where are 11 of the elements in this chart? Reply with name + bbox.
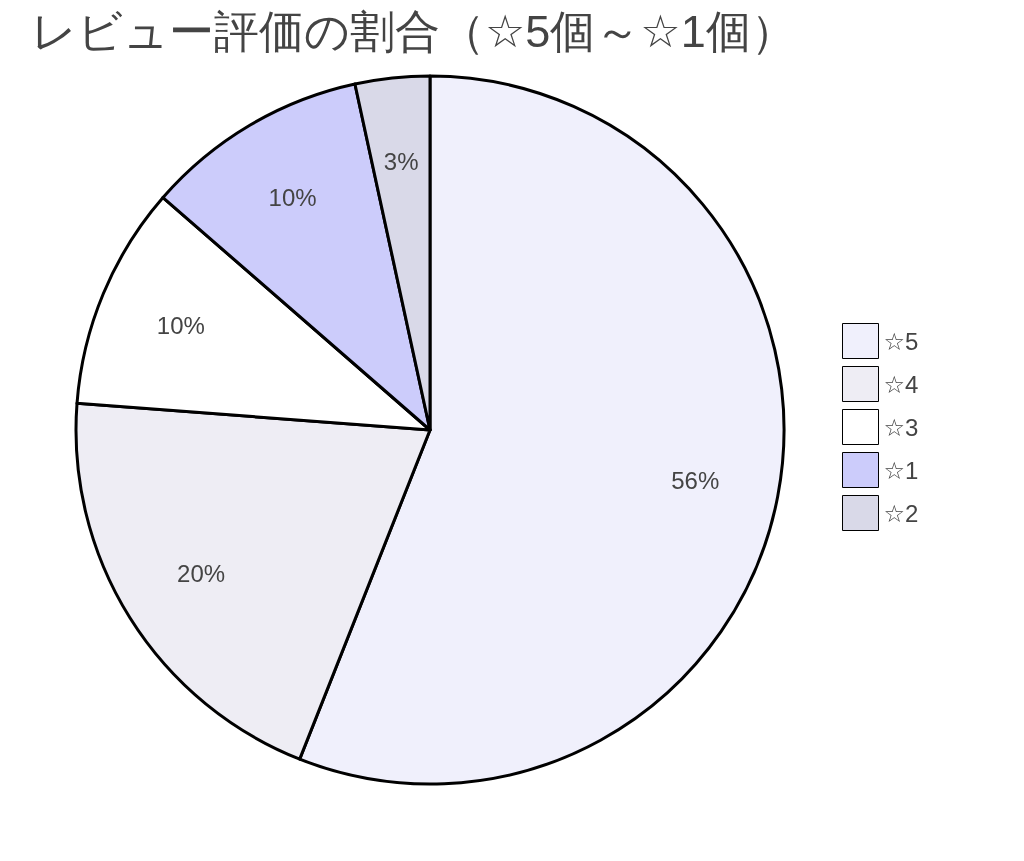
data-label: 56%: [671, 467, 720, 495]
legend-label: ☆2: [883, 499, 919, 527]
legend-label: ☆5: [883, 327, 919, 355]
legend-label: ☆3: [883, 413, 919, 441]
data-label: 20%: [177, 559, 226, 587]
legend-label: ☆1: [883, 456, 919, 484]
data-label: 10%: [268, 184, 317, 212]
data-label: 10%: [156, 312, 205, 340]
chart-title: レビュー評価の割合（☆5個～☆1個）: [31, 6, 796, 57]
legend-label: ☆4: [883, 370, 919, 398]
data-label: 3%: [383, 148, 419, 176]
